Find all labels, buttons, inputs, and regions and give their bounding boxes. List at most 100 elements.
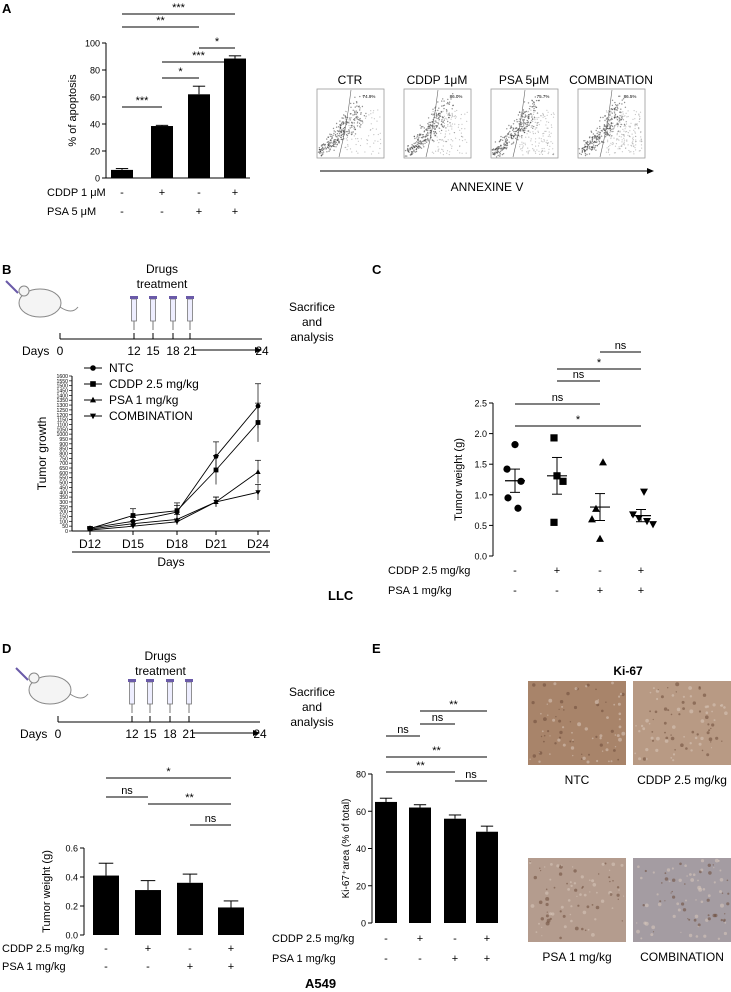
flow-event — [613, 108, 615, 110]
histology-texture — [545, 914, 549, 918]
flow-event — [345, 111, 347, 113]
flow-event — [536, 127, 538, 129]
data-point — [174, 508, 180, 514]
histology-texture — [689, 873, 692, 876]
flow-event — [447, 124, 449, 126]
flow-event — [422, 134, 424, 136]
histology-texture — [642, 904, 645, 907]
flow-event — [438, 139, 440, 141]
flow-event — [430, 121, 432, 124]
histology-texture — [664, 872, 667, 875]
flow-event — [530, 126, 532, 128]
flow-event — [448, 112, 450, 114]
flow-event — [520, 127, 523, 130]
flow-event — [636, 123, 638, 125]
histology-texture — [540, 735, 543, 738]
flow-event — [518, 120, 520, 123]
flow-event — [348, 125, 350, 127]
flow-event — [331, 137, 334, 139]
flow-event — [540, 140, 543, 142]
histology-texture — [570, 746, 575, 750]
flow-event — [372, 127, 374, 130]
histology-texture — [721, 892, 724, 894]
flow-event — [620, 136, 622, 138]
flow-event — [442, 126, 445, 128]
histology-texture — [651, 739, 655, 742]
flow-event — [540, 115, 542, 117]
flow-event — [409, 149, 411, 151]
histology-texture — [726, 879, 729, 882]
flow-event — [443, 125, 445, 127]
flow-event — [604, 136, 607, 138]
flow-event — [419, 146, 421, 148]
histology-texture — [656, 736, 660, 741]
flow-event — [454, 123, 456, 125]
flow-event — [513, 130, 515, 133]
flow-event — [516, 118, 518, 121]
flow-event — [346, 134, 349, 137]
histology-texture — [706, 731, 710, 735]
flow-event — [358, 122, 361, 125]
flow-event — [530, 113, 533, 115]
histology-texture — [550, 863, 553, 866]
y-tick-label: 450 — [59, 485, 68, 491]
flow-event — [322, 143, 325, 145]
y-tick-label: 2.5 — [474, 399, 487, 409]
flow-event — [407, 149, 409, 151]
flow-event — [614, 125, 616, 127]
flow-event — [609, 144, 611, 146]
flow-event — [532, 120, 534, 122]
histology-texture — [608, 869, 611, 871]
flow-event — [452, 140, 454, 142]
flow-event — [362, 95, 364, 97]
histology-texture — [675, 691, 677, 693]
histology-texture — [591, 933, 595, 937]
flow-event — [420, 141, 422, 143]
y-tick-label: 0 — [361, 919, 366, 929]
histology-texture — [586, 683, 590, 687]
flow-event — [632, 136, 634, 138]
flow-event — [538, 116, 540, 119]
flow-event — [639, 150, 641, 152]
data-point — [517, 477, 525, 485]
flow-event — [344, 116, 347, 119]
flow-event — [553, 152, 555, 155]
flow-event — [639, 140, 641, 142]
treatment-row-label: CDDP 2.5 mg/kg — [388, 565, 470, 577]
syringe-icon — [169, 296, 177, 330]
histology-texture — [698, 710, 702, 713]
flow-event — [539, 153, 541, 155]
histology-texture — [557, 738, 561, 742]
flow-event — [518, 136, 521, 138]
flow-event — [550, 124, 553, 126]
histology-texture — [597, 699, 599, 701]
histology-texture — [610, 760, 613, 763]
flow-event — [443, 100, 445, 102]
histology-texture — [577, 904, 580, 907]
flow-event — [640, 138, 642, 140]
timeline-start-label: 0 — [57, 344, 64, 358]
flow-event — [419, 134, 422, 136]
histology-texture — [614, 746, 617, 748]
flow-event — [508, 136, 510, 138]
histology-texture — [664, 900, 666, 902]
flow-event — [500, 138, 502, 141]
histology-texture — [591, 879, 595, 883]
flow-event — [369, 129, 371, 131]
histology-texture — [649, 691, 652, 694]
histology-texture — [588, 753, 590, 756]
histology-texture — [559, 910, 562, 913]
y-tick-label: 20 — [356, 881, 366, 891]
flow-event — [630, 122, 632, 124]
flow-event — [629, 126, 631, 128]
flow-event — [540, 120, 542, 122]
flow-event — [589, 140, 591, 142]
y-tick-label: 600 — [59, 471, 68, 477]
flow-event — [541, 148, 543, 150]
flow-event — [420, 127, 422, 129]
flow-event — [522, 119, 524, 121]
flow-event — [527, 114, 530, 116]
flow-event — [531, 120, 533, 122]
flow-event — [435, 132, 438, 135]
flow-event — [415, 150, 418, 153]
